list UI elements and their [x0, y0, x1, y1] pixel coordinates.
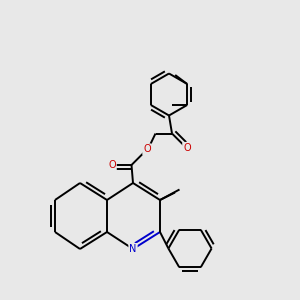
Text: N: N — [129, 244, 137, 254]
Text: O: O — [183, 143, 191, 153]
Text: O: O — [108, 160, 116, 170]
Text: O: O — [143, 144, 151, 154]
